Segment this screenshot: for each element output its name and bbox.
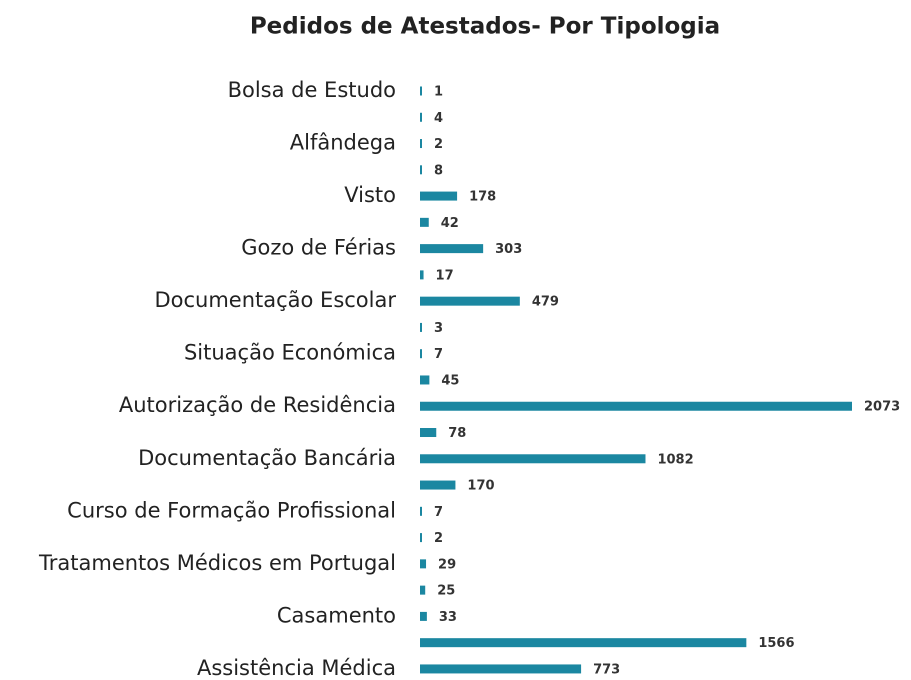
value-label: 33 — [439, 610, 457, 625]
bar — [420, 322, 422, 332]
value-label: 2073 — [864, 400, 900, 415]
bar — [420, 191, 458, 201]
bar — [420, 506, 422, 516]
category-label: Bolsa de Estudo — [228, 78, 396, 102]
value-label: 303 — [495, 242, 522, 257]
value-label: 2 — [434, 531, 443, 546]
bar — [420, 244, 484, 254]
bar — [420, 401, 852, 411]
bar — [420, 165, 422, 175]
category-label: Documentação Bancária — [138, 446, 396, 470]
value-label: 4 — [434, 111, 443, 126]
bar — [420, 349, 422, 359]
value-label: 2 — [434, 137, 443, 152]
category-label: Gozo de Férias — [241, 236, 396, 260]
value-label: 42 — [441, 216, 459, 231]
bar — [420, 428, 437, 438]
bar — [420, 585, 426, 595]
value-label: 1 — [434, 85, 443, 100]
bar — [420, 375, 430, 385]
bar — [420, 112, 422, 122]
bar — [420, 296, 520, 306]
value-label: 479 — [532, 295, 559, 310]
bar — [420, 480, 456, 490]
value-label: 7 — [434, 347, 443, 362]
value-label: 178 — [469, 190, 496, 205]
bar — [420, 611, 427, 621]
category-label: Casamento — [277, 603, 396, 627]
category-label: Situação Económica — [184, 341, 396, 365]
value-label: 170 — [467, 479, 494, 494]
value-label: 78 — [448, 426, 466, 441]
category-label: Documentação Escolar — [154, 288, 396, 312]
value-label: 45 — [441, 373, 459, 388]
value-label: 8 — [434, 163, 443, 178]
bar — [420, 454, 646, 464]
bar — [420, 638, 747, 648]
category-label: Tratamentos Médicos em Portugal — [38, 551, 396, 575]
value-label: 29 — [438, 557, 456, 572]
category-label: Autorização de Residência — [119, 393, 396, 417]
value-label: 3 — [434, 321, 443, 336]
category-label: Assistência Médica — [197, 656, 396, 680]
value-label: 1566 — [758, 636, 794, 651]
bar — [420, 559, 427, 569]
bar — [420, 139, 422, 149]
bar — [420, 270, 424, 280]
value-label: 773 — [593, 662, 620, 677]
category-label: Alfândega — [290, 131, 396, 155]
value-label: 7 — [434, 505, 443, 520]
value-label: 17 — [436, 268, 454, 283]
bar — [420, 86, 422, 96]
category-label: Curso de Formação Profissional — [67, 498, 396, 522]
category-label: Visto — [344, 183, 396, 207]
bar — [420, 664, 582, 674]
value-label: 1082 — [657, 452, 693, 467]
chart-title: Pedidos de Atestados- Por Tipologia — [250, 14, 720, 40]
value-label: 25 — [437, 584, 455, 599]
bar — [420, 217, 429, 227]
bar — [420, 533, 422, 543]
